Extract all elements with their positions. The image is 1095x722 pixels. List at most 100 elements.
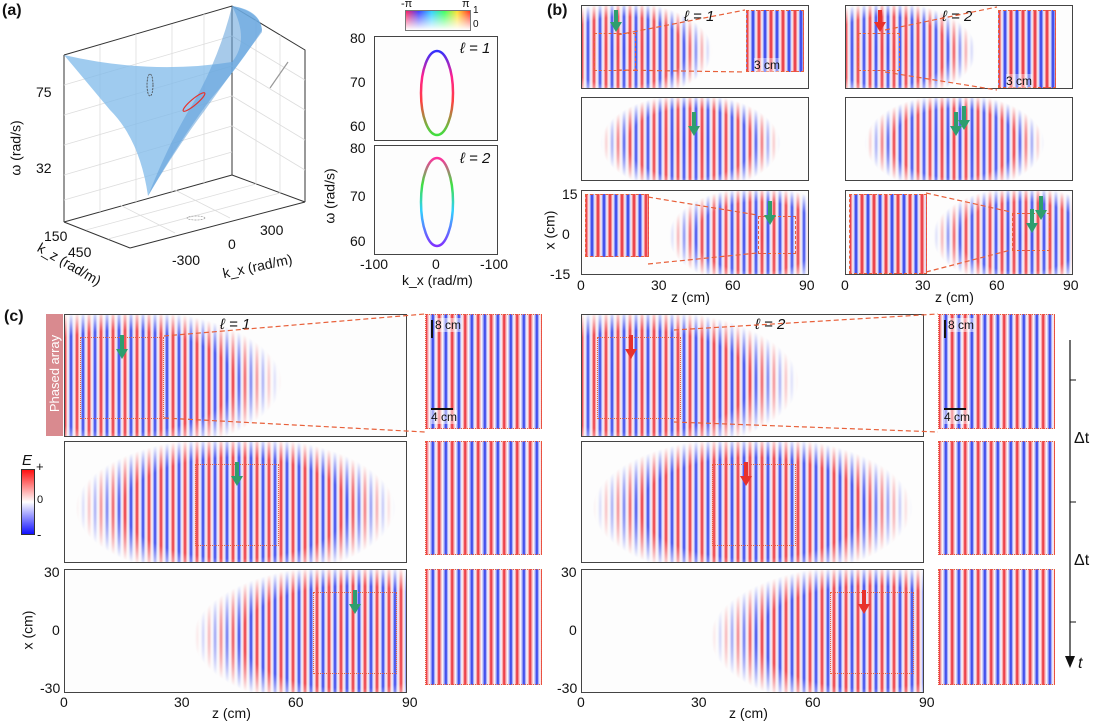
x-tick: 60 xyxy=(805,694,821,710)
scale-bar-label: 3 cm xyxy=(1006,74,1033,88)
colorbar-minus-label: - xyxy=(37,527,42,542)
colorbar-plus-label: + xyxy=(36,459,44,474)
field-colorbar-title: E xyxy=(22,452,33,469)
field-map-b-l2-t1: 3 cm ℓ = 2 xyxy=(845,5,1073,89)
scale-bars: 8 cm 4 cm xyxy=(944,318,1004,424)
zoomed-inset xyxy=(998,10,1056,88)
field-colorbar xyxy=(21,469,35,535)
x-tick: -100 xyxy=(480,256,509,272)
delta-t-label: Δt xyxy=(1074,552,1090,569)
vertical-scale-label: 8 cm xyxy=(948,318,975,332)
projection-x-label: k_x (rad/m) xyxy=(402,272,473,288)
y-tick: 60 xyxy=(350,233,366,249)
y-tick: -30 xyxy=(557,680,578,696)
zoomed-inset xyxy=(849,194,927,274)
x-tick: 30 xyxy=(691,694,707,710)
horizontal-scale-label: 4 cm xyxy=(944,410,971,424)
zoomed-inset xyxy=(938,441,1055,555)
x-axis-label: z (cm) xyxy=(935,289,974,305)
y-tick: 80 xyxy=(350,140,366,156)
horizontal-scale-label: 4 cm xyxy=(431,410,458,424)
zoom-region-box xyxy=(758,216,796,254)
tracking-box xyxy=(597,337,682,419)
y-tick: 0 xyxy=(562,226,570,242)
field-map-c-l1-t1: ℓ = 1 xyxy=(64,314,407,437)
zoomed-inset xyxy=(938,569,1055,685)
projection-ellipse xyxy=(146,73,154,97)
zoomed-inset xyxy=(746,10,804,72)
kx-tick: 300 xyxy=(260,222,284,238)
colorbar-bottom-label: 0 xyxy=(473,19,479,30)
panel-c-label: (c) xyxy=(4,308,24,325)
phased-array-bar: Phased array xyxy=(46,314,63,436)
column-title: ℓ = 2 xyxy=(942,8,973,25)
time-axis xyxy=(1065,340,1076,668)
vertical-scale-bar xyxy=(431,320,433,338)
zoomed-inset xyxy=(585,194,649,257)
field-map-b-l2-t2 xyxy=(845,97,1073,181)
projection-y-label: ω (rad/s) xyxy=(321,168,338,224)
zoomed-inset xyxy=(425,314,542,429)
vertical-scale-label: 8 cm xyxy=(435,318,462,332)
column-title: ℓ = 1 xyxy=(684,8,715,25)
kx-tick: -300 xyxy=(172,252,201,268)
y-tick: 15 xyxy=(562,186,578,202)
zoom-region-box xyxy=(594,33,636,71)
dispersion-surface xyxy=(64,6,262,196)
time-axis-label: t xyxy=(1078,655,1083,672)
y-tick: 30 xyxy=(561,564,577,580)
field-map-c-l2-t3 xyxy=(581,569,924,693)
x-axis-label: z (cm) xyxy=(729,705,768,721)
x-tick: 0 xyxy=(841,277,849,293)
field-map-b-l2-t3 xyxy=(845,190,1073,275)
x-tick: 0 xyxy=(577,277,585,293)
horizontal-scale-bar xyxy=(431,408,453,410)
zoom-region-box xyxy=(858,33,900,71)
colorbar-zero-label: 0 xyxy=(37,494,44,506)
kz-tick: 450 xyxy=(68,244,92,260)
z-tick: 75 xyxy=(36,84,52,100)
colorbar-top-label: 1 xyxy=(473,5,479,16)
x-axis-label: z (cm) xyxy=(212,705,251,721)
field-map-c-l2-t1: ℓ = 2 xyxy=(581,314,924,437)
dispersion-ellipse xyxy=(182,92,206,112)
projection-l2-label: ℓ = 2 xyxy=(460,150,491,167)
y-tick: 80 xyxy=(350,30,366,46)
y-tick: 70 xyxy=(350,188,366,204)
x-tick: 60 xyxy=(288,694,304,710)
x-axis-label: z (cm) xyxy=(671,289,710,305)
phased-array-label: Phased array xyxy=(47,334,62,413)
colorbar-min-label: -π xyxy=(401,0,413,10)
horizontal-scale-bar xyxy=(944,408,966,410)
x-tick: 0 xyxy=(577,694,585,710)
column-title: ℓ = 2 xyxy=(755,316,786,333)
x-tick: 30 xyxy=(915,277,931,293)
x-tick: 0 xyxy=(60,694,68,710)
scale-bars: 8 cm 4 cm xyxy=(431,318,491,424)
zoomed-inset xyxy=(425,569,542,685)
zoomed-inset xyxy=(938,314,1055,429)
y-tick: -15 xyxy=(550,266,571,282)
y-tick: 0 xyxy=(52,622,60,638)
projection-plot-l2 xyxy=(374,145,498,255)
x-tick: 90 xyxy=(402,694,418,710)
kx-tick: 0 xyxy=(228,236,236,252)
x-tick: 60 xyxy=(989,277,1005,293)
dispersion-3d-surface-plot xyxy=(63,5,306,249)
y-tick: 60 xyxy=(350,118,366,134)
scale-bar-label: 3 cm xyxy=(754,58,781,72)
x-tick: 0 xyxy=(432,256,440,272)
kz-tick: 150 xyxy=(44,228,68,244)
zoomed-inset xyxy=(425,441,542,555)
tracking-box xyxy=(829,592,914,674)
phase-colorbar xyxy=(405,10,471,31)
field-map-c-l2-t2 xyxy=(581,441,924,563)
y-axis-label: x (cm) xyxy=(541,210,558,250)
field-map-c-l1-t3 xyxy=(64,569,407,693)
z-axis-label: ω (rad/s) xyxy=(7,120,24,176)
projection-l1-label: ℓ = 1 xyxy=(460,40,491,57)
x-tick: -100 xyxy=(360,256,389,272)
y-axis-label: x (cm) xyxy=(19,610,36,650)
x-tick: 60 xyxy=(725,277,741,293)
delta-t-label: Δt xyxy=(1074,430,1090,447)
